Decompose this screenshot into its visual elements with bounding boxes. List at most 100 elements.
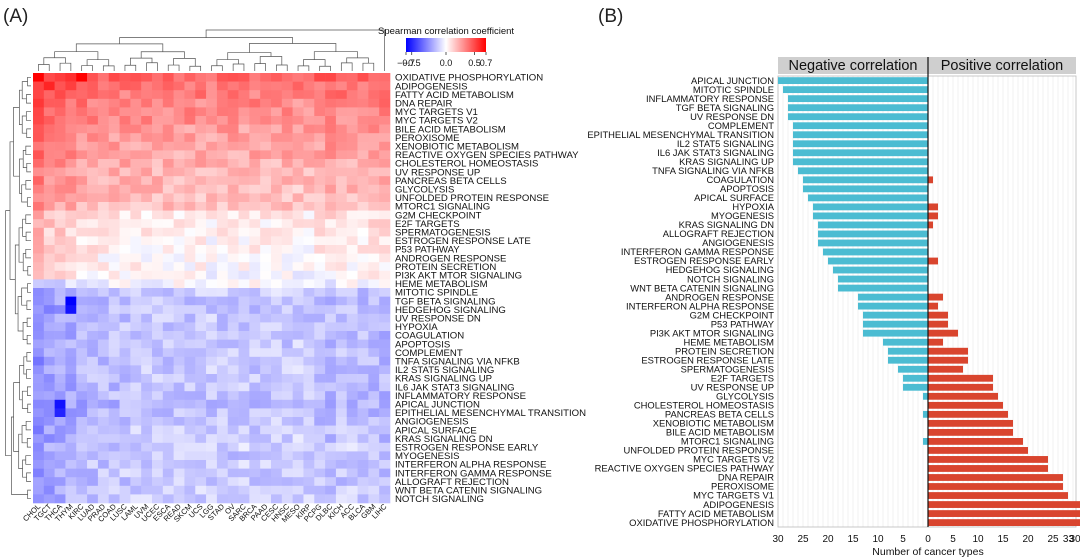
heatmap-cell	[43, 73, 55, 82]
heatmap-cell	[249, 442, 261, 452]
heatmap-cell	[43, 167, 55, 177]
heatmap-cell	[260, 262, 272, 272]
heatmap-cell	[87, 365, 99, 375]
heatmap-cell	[249, 434, 261, 444]
heatmap-cell	[195, 167, 207, 177]
heatmap-cell	[76, 90, 88, 100]
heatmap-cell	[238, 167, 250, 177]
heatmap-cell	[271, 176, 283, 186]
heatmap-cell	[206, 477, 218, 487]
heatmap-cell	[281, 219, 293, 229]
heatmap-cell	[314, 494, 326, 504]
heatmap-cell	[249, 408, 261, 418]
heatmap-cell	[76, 116, 88, 125]
dendrogram-branch	[17, 296, 24, 332]
heatmap-cell	[368, 417, 380, 426]
heatmap-cell	[346, 374, 358, 383]
heatmap-cell	[238, 382, 250, 392]
heatmap-cell	[108, 468, 120, 478]
legend-tick-label: 0.5	[468, 58, 481, 68]
heatmap-cell	[216, 193, 229, 203]
heatmap-cell	[173, 116, 185, 125]
heatmap-cell	[325, 417, 337, 426]
heatmap-cell	[162, 485, 174, 495]
heatmap-cell	[119, 73, 131, 82]
heatmap-cell	[260, 176, 272, 186]
heatmap-cell	[346, 348, 358, 358]
heatmap-cell	[335, 270, 348, 280]
heatmap-cell	[303, 451, 315, 461]
axis-tick-label: 25	[1047, 534, 1059, 545]
heatmap-cell	[346, 73, 358, 82]
heatmap-cell	[281, 460, 293, 469]
negative-bar	[803, 185, 928, 193]
heatmap-cell	[152, 219, 164, 229]
heatmap-cell	[65, 193, 77, 203]
bar-category-label: EPITHELIAL MESENCHYMAL TRANSITION	[587, 129, 774, 140]
dendrogram-branch	[21, 390, 28, 409]
positive-bar	[928, 257, 938, 265]
heatmap-cell	[227, 365, 239, 375]
heatmap-cell	[238, 468, 250, 478]
heatmap-cell	[314, 339, 326, 349]
heatmap-cell	[119, 107, 131, 117]
heatmap-cell	[184, 288, 196, 297]
heatmap-cell	[303, 150, 315, 160]
heatmap-cell	[238, 176, 250, 186]
dendrogram-branch	[26, 334, 31, 345]
heatmap-cell	[119, 116, 131, 125]
heatmap-cell	[195, 451, 207, 461]
heatmap-cell	[152, 460, 164, 469]
heatmap-cell	[346, 391, 358, 401]
heatmap-cell	[152, 313, 164, 323]
heatmap-cell	[335, 417, 348, 426]
heatmap-cell	[54, 305, 66, 315]
legend-ticks: −0.7−0.5 0.0 0.50.7	[397, 52, 492, 68]
heatmap-cell	[335, 408, 348, 418]
heatmap-cell	[141, 176, 153, 186]
heatmap-cell	[87, 141, 99, 151]
heatmap-cell	[76, 331, 88, 340]
heatmap-cell	[368, 176, 380, 186]
heatmap-cell	[97, 150, 110, 160]
heatmap-cell	[314, 227, 326, 237]
heatmap-cell	[346, 141, 358, 151]
heatmap-cell	[227, 356, 239, 366]
heatmap-cell	[346, 176, 358, 186]
heatmap-cell	[260, 98, 272, 108]
heatmap-cell	[346, 442, 358, 452]
heatmap-cell	[292, 81, 304, 91]
heatmap-cell	[119, 408, 131, 418]
dendrogram-branch	[232, 63, 245, 71]
heatmap-cell	[162, 81, 174, 91]
heatmap-cell	[227, 494, 239, 504]
heatmap-cell	[108, 365, 120, 375]
heatmap-cell	[76, 494, 88, 504]
heatmap-cell	[184, 167, 196, 177]
negative-bar	[793, 122, 928, 130]
heatmap-cell	[216, 210, 229, 220]
heatmap-cell	[249, 184, 261, 194]
heatmap-cell	[162, 270, 174, 280]
bar-category-label: SPERMATOGENESIS	[681, 363, 774, 374]
heatmap-cell	[303, 305, 315, 315]
negative-bar	[793, 131, 928, 139]
dendrogram-branch	[313, 51, 358, 60]
heatmap-cell	[249, 90, 261, 100]
heatmap-cell	[87, 227, 99, 237]
negative-bar	[903, 374, 928, 382]
heatmap-cell	[303, 374, 315, 383]
heatmap-cell	[325, 73, 337, 82]
heatmap-cell	[108, 434, 120, 444]
negative-bar	[818, 221, 928, 229]
positive-bar	[928, 456, 1048, 463]
heatmap-cell	[249, 451, 261, 461]
heatmap-cell	[216, 322, 229, 332]
heatmap-cell	[108, 331, 120, 340]
heatmap-cell	[152, 417, 164, 426]
heatmap-cell	[184, 73, 196, 82]
heatmap-cell	[292, 460, 304, 469]
heatmap-cell	[173, 331, 185, 340]
heatmap-cell	[87, 322, 99, 332]
heatmap-cell	[162, 133, 174, 143]
